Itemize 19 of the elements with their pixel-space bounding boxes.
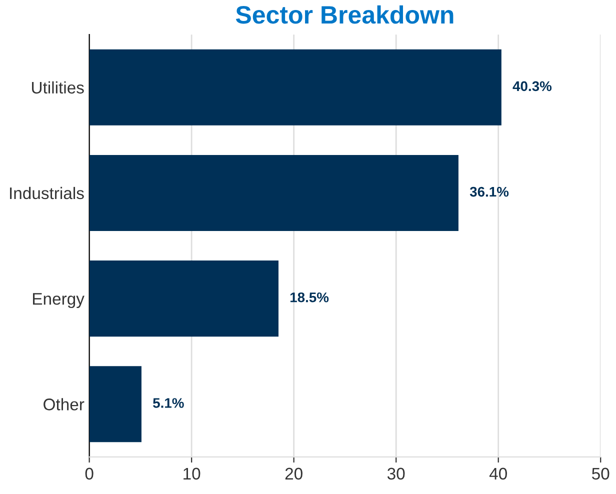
chart-title: Sector Breakdown [236,5,454,24]
data-label: 36.1% [470,186,509,197]
y-tick-label: Energy [33,293,84,308]
x-tick-label: 0 [85,468,94,480]
x-tick-label: 40 [489,468,507,480]
x-tick-label: 10 [184,468,200,480]
x-tick-label: 30 [387,468,405,480]
y-tick-label: Other [44,398,84,410]
data-label: 5.1% [153,398,184,408]
data-label: 40.3% [512,81,552,92]
bar [89,154,458,231]
data-label: 18.5% [290,292,329,302]
y-tick-label: Utilities [32,81,84,94]
x-tick-label: 20 [285,468,302,480]
bar [89,366,142,442]
x-tick-label: 50 [592,468,610,480]
y-tick-label: Industrials [10,186,84,200]
bar [89,260,278,337]
bar [89,49,502,126]
